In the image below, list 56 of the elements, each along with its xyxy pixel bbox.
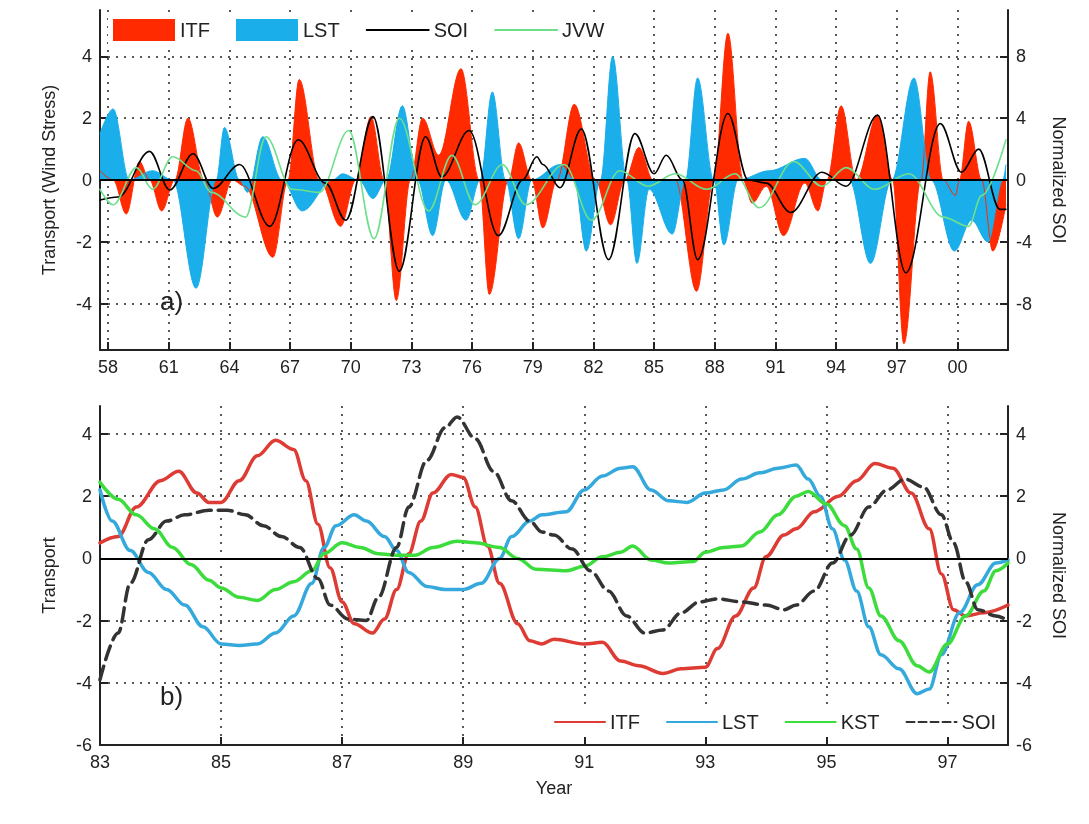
x-tick-label: 88 xyxy=(704,357,725,377)
x-tick-label: 67 xyxy=(280,357,301,377)
y-tick-label: 2 xyxy=(81,486,92,507)
x-tick-label: 85 xyxy=(211,752,232,772)
y2-tick-label: -2 xyxy=(1016,610,1033,631)
y-axis-title: Transport (Wind Stress) xyxy=(39,84,59,276)
y2-tick-label: 0 xyxy=(1016,170,1027,190)
y2-axis-title: Normalized SOI xyxy=(1049,116,1069,244)
x-tick-label: 58 xyxy=(98,357,119,377)
y-tick-label: -6 xyxy=(75,735,92,755)
y-tick-label: 4 xyxy=(81,423,92,444)
y-tick-label: 0 xyxy=(81,170,92,190)
y-tick-label: 2 xyxy=(81,108,92,129)
y2-tick-label: 4 xyxy=(1016,423,1027,444)
x-tick-label: 95 xyxy=(816,752,837,772)
x-tick-label: 82 xyxy=(583,357,604,377)
x-tick-label: 83 xyxy=(89,752,111,772)
x-tick-label: 70 xyxy=(340,357,361,377)
x-axis-title: Year xyxy=(535,778,573,798)
legend-label: LST xyxy=(721,711,759,733)
y2-tick-label: 0 xyxy=(1016,548,1027,569)
x-tick-label: 91 xyxy=(574,752,595,772)
y2-axis-title: Normalized SOI xyxy=(1049,511,1069,640)
annotation: b) xyxy=(160,681,184,711)
y2-tick-label: 4 xyxy=(1016,108,1027,129)
y2-tick-label: -6 xyxy=(1016,735,1033,755)
x-tick-label: 97 xyxy=(937,752,958,772)
y-tick-label: 0 xyxy=(81,548,92,569)
y-tick-label: -2 xyxy=(75,231,92,252)
x-tick-label: 94 xyxy=(826,357,847,377)
y-tick-label: 4 xyxy=(81,46,92,67)
y2-tick-label: 8 xyxy=(1016,46,1027,67)
x-tick-label: 76 xyxy=(462,357,483,377)
x-tick-label: 85 xyxy=(644,357,665,377)
y-axis-title: Transport xyxy=(39,537,59,614)
legend-label: KST xyxy=(840,711,880,733)
y-tick-label: -2 xyxy=(75,610,92,631)
x-tick-label: 61 xyxy=(158,357,179,377)
y2-tick-label: -4 xyxy=(1016,672,1033,693)
x-tick-label: 89 xyxy=(453,752,474,772)
y2-tick-label: 2 xyxy=(1016,486,1027,507)
x-tick-label: 91 xyxy=(765,357,786,377)
y2-tick-label: -8 xyxy=(1016,293,1033,314)
x-tick-label: 79 xyxy=(522,357,543,377)
legend-label: ITF xyxy=(609,711,640,733)
y-tick-label: -4 xyxy=(75,293,92,314)
x-tick-label: 87 xyxy=(332,752,353,772)
x-tick-label: 00 xyxy=(947,357,968,377)
x-tick-label: 73 xyxy=(401,357,422,377)
y2-tick-label: -4 xyxy=(1016,231,1033,252)
x-tick-label: 97 xyxy=(886,357,907,377)
y-tick-label: -4 xyxy=(75,672,92,693)
legend-label: SOI xyxy=(961,711,996,733)
x-tick-label: 64 xyxy=(219,357,240,377)
x-tick-label: 93 xyxy=(695,752,716,772)
line-series xyxy=(98,480,1010,674)
